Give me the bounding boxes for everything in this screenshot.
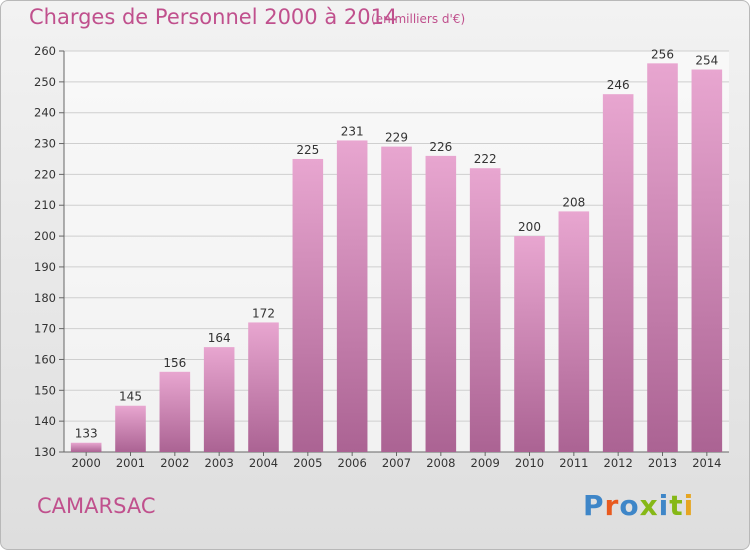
x-tick-label-2014: 2014: [692, 456, 721, 470]
x-tick-label-2005: 2005: [293, 456, 322, 470]
bar-2008: [425, 155, 457, 452]
commune-name: CAMARSAC: [37, 494, 156, 518]
y-tick-label: 170: [34, 322, 56, 336]
data-label-2003: 164: [208, 331, 231, 345]
logo-letter: x: [639, 489, 659, 522]
chart-title: Charges de Personnel 2000 à 2014: [29, 5, 398, 29]
x-tick-label-2003: 2003: [205, 456, 234, 470]
data-label-2010: 200: [518, 220, 541, 234]
data-label-2012: 246: [607, 78, 630, 92]
bar-2012: [602, 94, 634, 452]
bar-2002: [159, 371, 191, 452]
y-tick-label: 260: [34, 44, 56, 58]
data-label-2001: 145: [119, 390, 142, 404]
data-label-2004: 172: [252, 306, 275, 320]
x-tick-label-2006: 2006: [338, 456, 367, 470]
data-label-2007: 229: [385, 131, 408, 145]
x-tick-label-2012: 2012: [604, 456, 633, 470]
y-tick-label: 150: [34, 383, 56, 397]
data-label-2005: 225: [296, 143, 319, 157]
bar-2013: [647, 63, 678, 452]
data-label-2011: 208: [562, 195, 585, 209]
bar-2004: [248, 322, 279, 452]
data-label-2014: 254: [695, 54, 718, 68]
x-tick-label-2004: 2004: [249, 456, 278, 470]
logo-letter: t: [669, 489, 684, 522]
y-tick-label: 220: [34, 167, 56, 181]
bar-2014: [691, 69, 723, 452]
y-tick-label: 210: [34, 198, 56, 212]
x-tick-label-2001: 2001: [116, 456, 145, 470]
y-tick-label: 250: [34, 75, 56, 89]
y-tick-label: 130: [34, 445, 56, 459]
bar-2000: [70, 442, 102, 452]
logo-letter: i: [683, 489, 695, 522]
x-tick-label-2009: 2009: [471, 456, 500, 470]
data-labels: 133 145 156 164 172 225 231 229 226 222 200 208 246 2…: [75, 47, 719, 440]
bar-2010: [514, 236, 545, 452]
x-tick-label-2010: 2010: [515, 456, 544, 470]
data-label-2009: 222: [474, 152, 497, 166]
data-label-2013: 256: [651, 47, 674, 61]
logo-letter: r: [604, 489, 620, 522]
y-tick-label: 230: [34, 137, 56, 151]
x-tick-label-2011: 2011: [559, 456, 588, 470]
bar-2003: [203, 347, 235, 452]
bar-2009: [469, 168, 501, 452]
x-tick-label-2008: 2008: [426, 456, 455, 470]
proxiti-logo[interactable]: Proxiti: [583, 489, 694, 522]
bar-2011: [558, 211, 590, 452]
data-label-2000: 133: [75, 427, 98, 441]
y-tick-label: 160: [34, 352, 56, 366]
x-tick-label-2007: 2007: [382, 456, 411, 470]
x-tick-label-2013: 2013: [648, 456, 677, 470]
bar-2007: [381, 146, 412, 452]
y-tick-label: 190: [34, 260, 56, 274]
data-label-2006: 231: [341, 124, 364, 138]
bar-2006: [336, 140, 368, 452]
y-tick-label: 140: [34, 414, 56, 428]
x-tick-label-2002: 2002: [160, 456, 189, 470]
bars: [70, 63, 723, 452]
data-label-2008: 226: [429, 140, 452, 154]
chart-unit-note: (en milliers d'€): [371, 12, 466, 26]
data-label-2002: 156: [163, 356, 186, 370]
logo-letter: P: [583, 489, 605, 522]
y-tick-label: 240: [34, 106, 56, 120]
y-tick-label: 200: [34, 229, 56, 243]
bar-2001: [115, 405, 146, 452]
logo-letter: i: [658, 489, 670, 522]
logo-letter: o: [619, 489, 640, 522]
y-tick-label: 180: [34, 291, 56, 305]
bar-2005: [292, 158, 324, 452]
x-tick-label-2000: 2000: [72, 456, 101, 470]
